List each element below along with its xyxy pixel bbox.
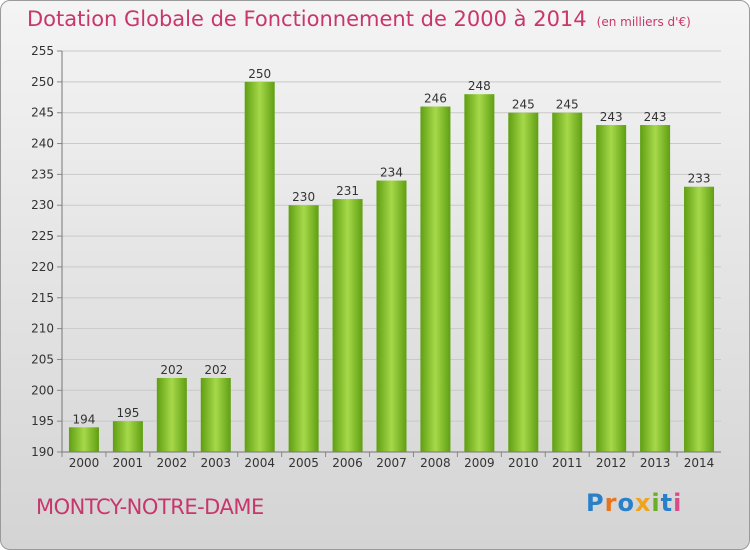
data-labels: 194 195 202 202 250 230 231 234 246 248 245 245 243 2…: [73, 67, 711, 426]
chart-title-text: Dotation Globale de Fonctionnement de 20…: [27, 7, 587, 31]
y-tick-label: 240: [31, 137, 54, 151]
data-label: 202: [204, 363, 227, 377]
x-tick-label: 2001: [113, 456, 144, 470]
data-label: 230: [292, 190, 315, 204]
proxiti-logo: Proxiti: [586, 489, 683, 517]
axes: [61, 51, 721, 453]
x-tick-label: 2013: [640, 456, 671, 470]
x-tick-label: 2002: [157, 456, 188, 470]
y-tick-label: 255: [31, 44, 54, 58]
x-tick-label: 2006: [332, 456, 363, 470]
x-tick-label: 2000: [69, 456, 100, 470]
x-tick-label: 2004: [244, 456, 275, 470]
data-label: 231: [336, 184, 359, 198]
data-label: 248: [468, 79, 491, 93]
x-tick-label: 2011: [552, 456, 583, 470]
data-label: 234: [380, 166, 403, 180]
y-tick-labels: 190 195 200 205 210 215 220 225 230 235 240 245 250 2…: [31, 44, 54, 459]
chart-unit: (en milliers d'€): [596, 15, 691, 29]
x-tick-label: 2010: [508, 456, 539, 470]
bar: [156, 377, 187, 452]
x-tick-label: 2008: [420, 456, 451, 470]
x-tick-label: 2005: [288, 456, 319, 470]
y-tick-label: 195: [31, 414, 54, 428]
bar: [200, 377, 231, 452]
bar: [68, 427, 99, 452]
x-tick-labels: 2000 2001 2002 2003 2004 2005 2006 2007 2008 2009…: [69, 456, 715, 470]
x-tick-label: 2012: [596, 456, 627, 470]
data-label: 233: [688, 172, 711, 186]
bar: [508, 112, 539, 452]
y-tick-label: 205: [31, 352, 54, 366]
y-tick-label: 230: [31, 198, 54, 212]
commune-name: MONTCY-NOTRE-DAME: [36, 495, 264, 519]
y-tick-label: 220: [31, 260, 54, 274]
data-label: 245: [556, 98, 579, 112]
data-label: 243: [600, 110, 623, 124]
bar: [464, 94, 495, 452]
data-label: 250: [248, 67, 271, 81]
x-tick-label: 2009: [464, 456, 495, 470]
y-tick-label: 245: [31, 106, 54, 120]
y-tick-label: 225: [31, 229, 54, 243]
y-tick-label: 250: [31, 75, 54, 89]
x-tick-label: 2014: [684, 456, 715, 470]
y-tick-label: 215: [31, 291, 54, 305]
bar: [244, 81, 275, 452]
bar: [288, 205, 319, 452]
bar: [332, 199, 363, 452]
data-label: 195: [116, 406, 139, 420]
data-label: 194: [73, 412, 96, 426]
x-tick-label: 2007: [376, 456, 407, 470]
bar: [640, 125, 671, 453]
y-tick-label: 235: [31, 167, 54, 181]
bar: [376, 180, 407, 453]
chart-title: Dotation Globale de Fonctionnement de 20…: [27, 7, 691, 31]
bar: [684, 186, 715, 452]
bar: [420, 106, 451, 453]
data-label: 245: [512, 98, 535, 112]
bar: [552, 112, 583, 452]
bar: [112, 421, 143, 452]
data-label: 246: [424, 92, 447, 106]
y-tick-label: 190: [31, 445, 54, 459]
y-tick-label: 210: [31, 322, 54, 336]
data-label: 202: [160, 363, 183, 377]
x-tick-label: 2003: [200, 456, 231, 470]
y-tick-label: 200: [31, 383, 54, 397]
data-label: 243: [644, 110, 667, 124]
bars: [68, 81, 715, 453]
bar: [596, 125, 627, 453]
